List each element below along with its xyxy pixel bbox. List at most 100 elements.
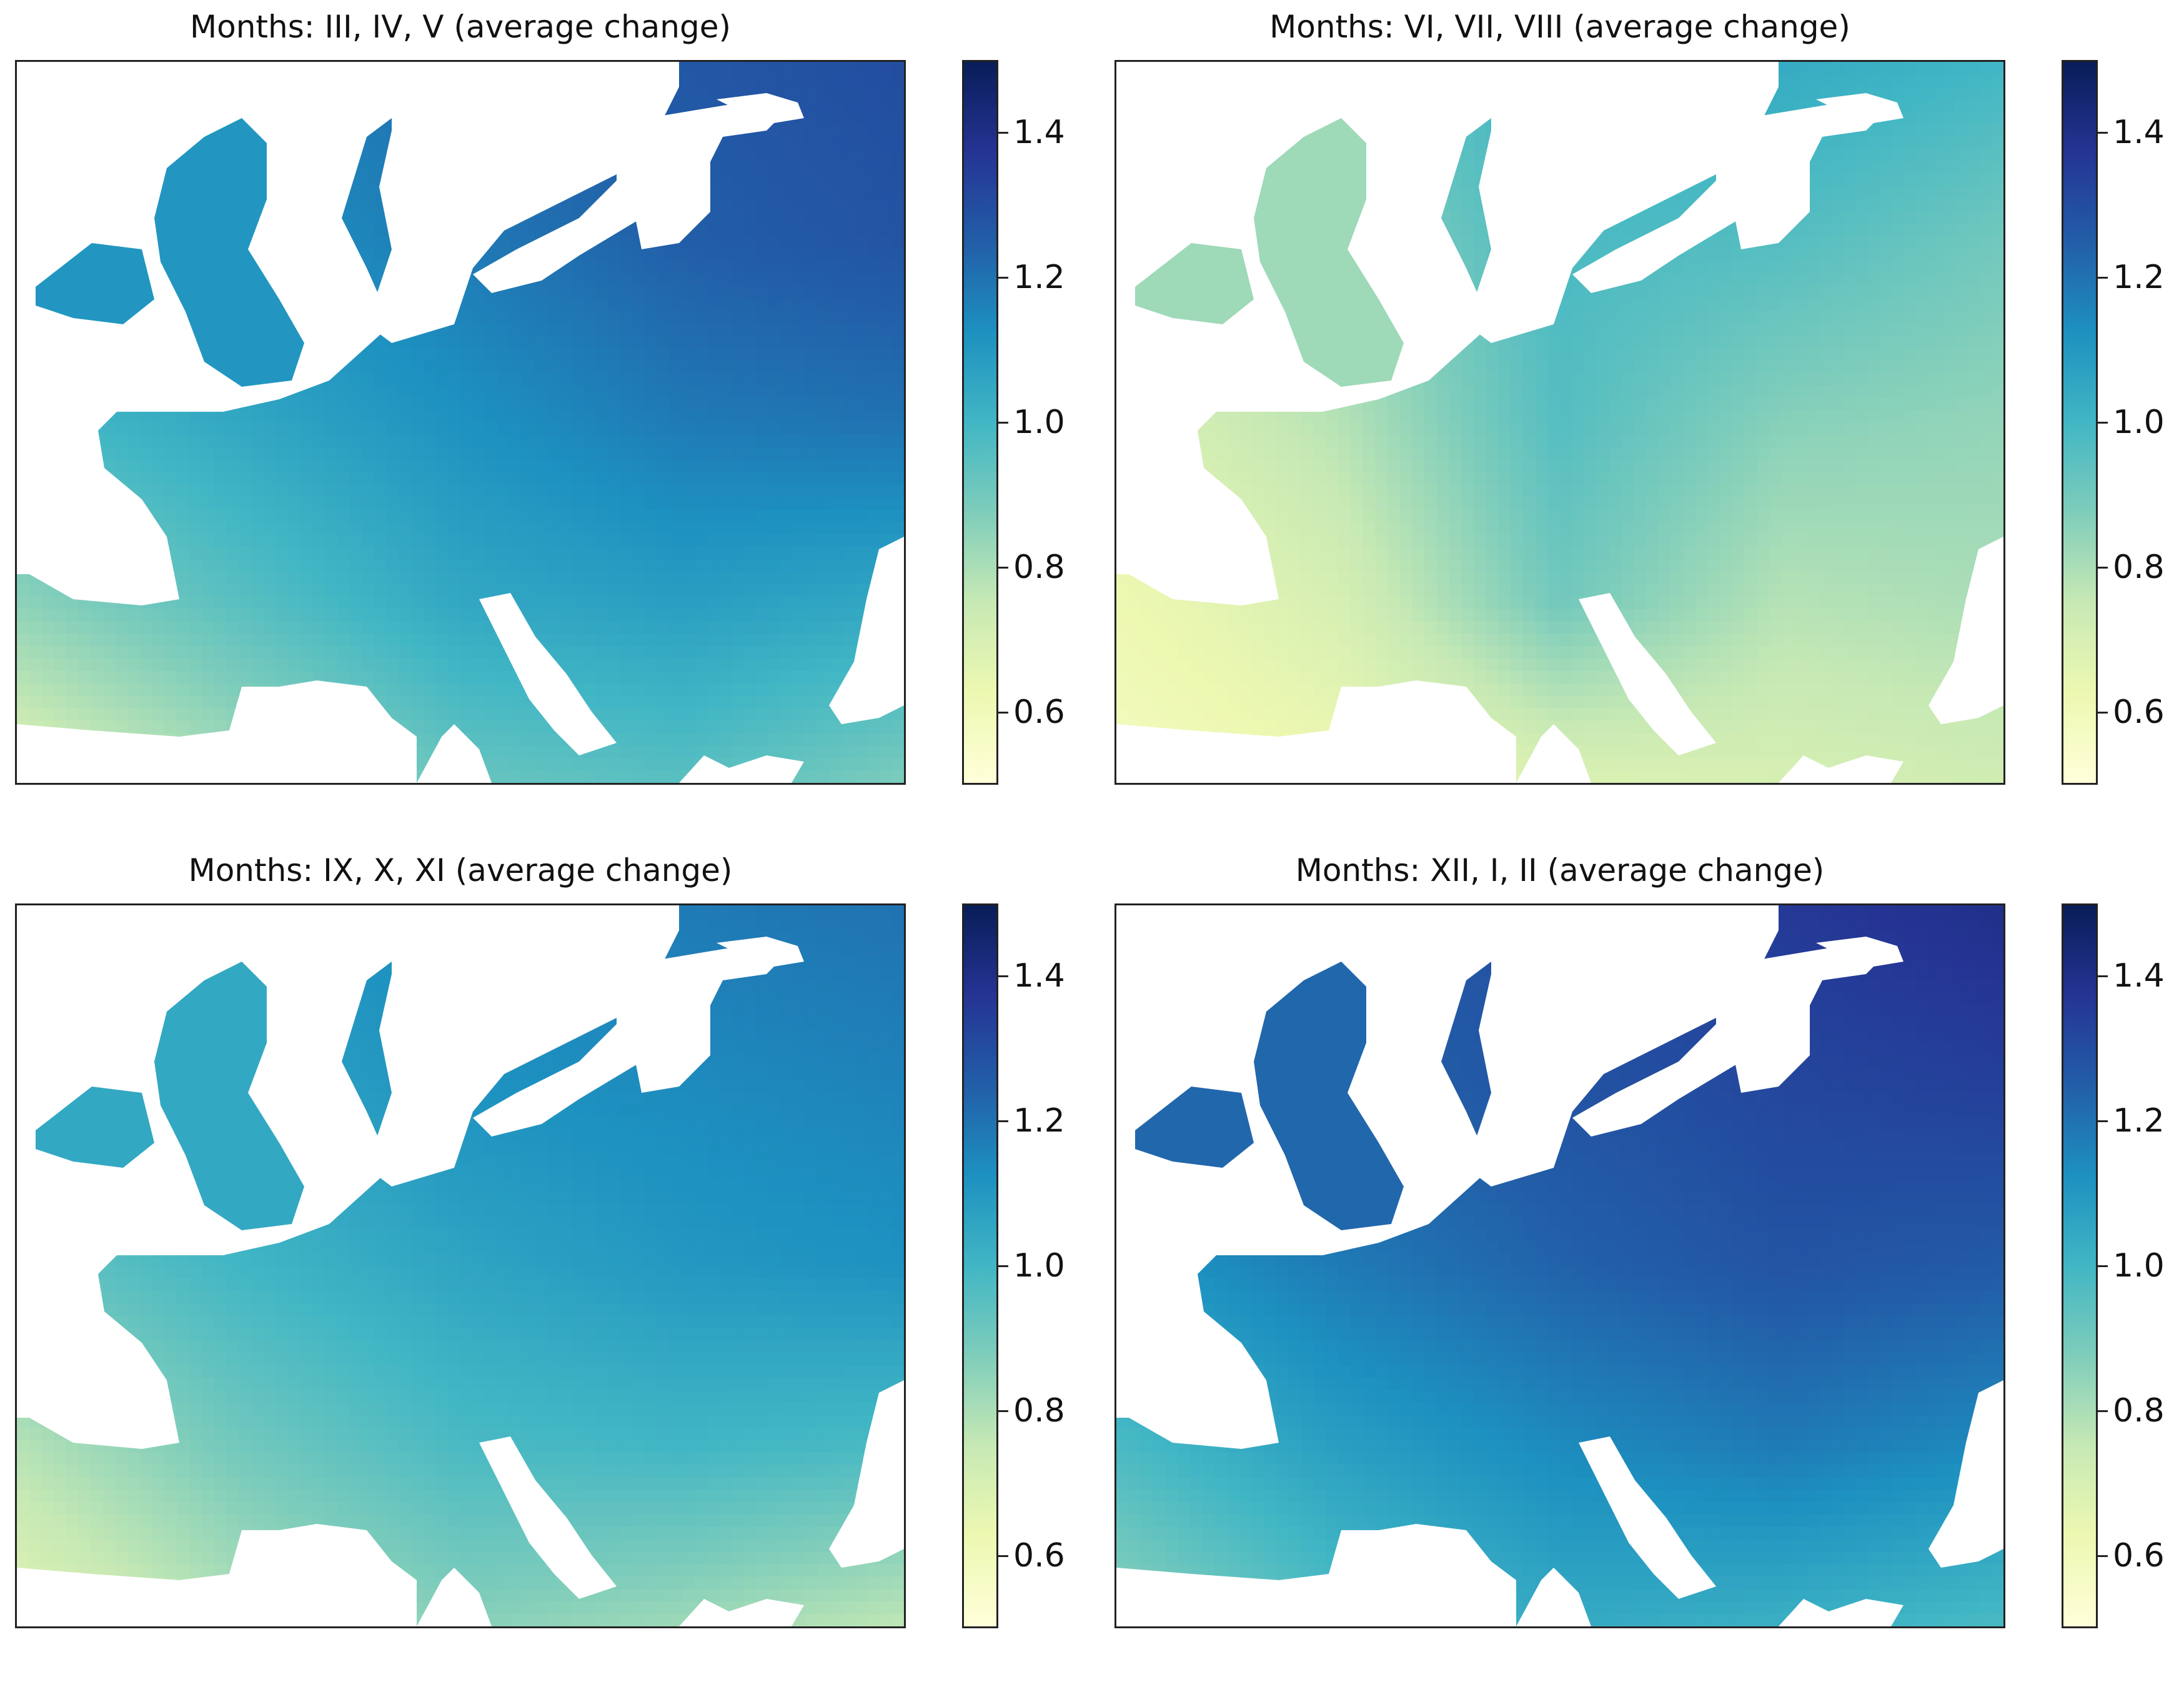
heatmap-cell (522, 322, 535, 336)
heatmap-cell (855, 447, 868, 460)
heatmap-cell (423, 497, 437, 510)
heatmap-cell (793, 223, 806, 237)
heatmap-cell (657, 261, 670, 274)
heatmap-cell (707, 322, 720, 336)
heatmap-cell (485, 659, 498, 672)
heatmap-cell (547, 372, 560, 386)
heatmap-cell (633, 646, 646, 659)
heatmap-cell (879, 422, 892, 435)
heatmap-cell (891, 86, 904, 100)
heatmap-cell (780, 273, 794, 286)
heatmap-cell (300, 434, 313, 448)
heatmap-cell (423, 634, 437, 647)
heatmap-cell (263, 410, 276, 423)
heatmap-cell (214, 459, 227, 473)
heatmap-cell (226, 646, 239, 659)
heatmap-cell (435, 708, 449, 722)
heatmap-cell (608, 497, 621, 510)
heatmap-cell (707, 646, 720, 659)
heatmap-cell (497, 434, 510, 448)
heatmap-cell (707, 683, 720, 697)
heatmap-cell (805, 136, 818, 149)
heatmap-cell (522, 484, 535, 497)
heatmap-cell (633, 758, 646, 771)
heatmap-cell (719, 546, 732, 560)
heatmap-cell (263, 509, 276, 522)
heatmap-cell (423, 695, 437, 709)
heatmap-cell (719, 720, 732, 734)
heatmap-cell (386, 385, 399, 398)
heatmap-cell (362, 584, 375, 597)
heatmap-cell (768, 484, 782, 497)
heatmap-cell (448, 335, 461, 349)
heatmap-cell (103, 720, 116, 734)
heatmap-cell (891, 385, 904, 398)
heatmap-cell (239, 621, 252, 634)
heatmap-cell (780, 124, 794, 137)
heatmap-cell (214, 621, 227, 634)
heatmap-cell (312, 559, 325, 572)
heatmap-cell (768, 273, 782, 286)
heatmap-cell (386, 634, 399, 647)
heatmap-cell (177, 659, 190, 672)
heatmap-cell (509, 695, 523, 709)
heatmap-cell (670, 534, 683, 547)
heatmap-cell (657, 683, 670, 697)
heatmap-cell (793, 186, 806, 199)
heatmap-cell (1954, 62, 1967, 75)
heatmap-cell (571, 484, 584, 497)
heatmap-cell (768, 659, 782, 672)
heatmap-cell (251, 497, 264, 510)
heatmap-cell (756, 261, 769, 274)
heatmap-cell (842, 261, 855, 274)
heatmap-cell (460, 559, 474, 572)
heatmap-cell (509, 347, 523, 361)
heatmap-cell (633, 459, 646, 473)
heatmap-cell (682, 385, 695, 398)
heatmap-cell (337, 497, 350, 510)
heatmap-cell (534, 609, 547, 622)
heatmap-cell (780, 86, 794, 100)
heatmap-cell (830, 720, 843, 734)
heatmap-cell (805, 174, 818, 187)
heatmap-cell (1954, 74, 1967, 87)
heatmap-cell (780, 434, 794, 448)
heatmap-cell (251, 670, 264, 684)
heatmap-cell (522, 434, 535, 448)
heatmap-cell (300, 596, 313, 610)
heatmap-cell (583, 372, 597, 386)
heatmap-cell (743, 695, 757, 709)
heatmap-cell (140, 447, 153, 460)
heatmap-cell (448, 347, 461, 361)
heatmap-cell (707, 397, 720, 411)
heatmap-cell (731, 646, 745, 659)
heatmap-cell (866, 497, 880, 510)
heatmap-cell (547, 596, 560, 610)
heatmap-cell (768, 211, 782, 224)
heatmap-cell (509, 434, 523, 448)
heatmap-cell (842, 335, 855, 349)
heatmap-cell (1917, 149, 1930, 162)
heatmap-cell (731, 385, 745, 398)
heatmap-cell (448, 646, 461, 659)
heatmap-cell (300, 609, 313, 622)
heatmap-cell (657, 758, 670, 771)
heatmap-cell (558, 397, 572, 411)
heatmap-cell (682, 559, 695, 572)
heatmap-cell (620, 670, 633, 684)
heatmap-cell (743, 670, 757, 684)
heatmap-cell (817, 335, 831, 349)
heatmap-cell (325, 509, 338, 522)
heatmap-cell (374, 261, 387, 274)
heatmap-cell (472, 708, 486, 722)
heatmap-cell (522, 298, 535, 311)
heatmap-cell (362, 634, 375, 647)
heatmap-cell (522, 310, 535, 324)
heatmap-cell (805, 111, 818, 125)
heatmap-cell (362, 596, 375, 610)
heatmap-cell (448, 621, 461, 634)
heatmap-cell (164, 634, 177, 647)
heatmap-cell (1954, 124, 1967, 137)
heatmap-cell (719, 211, 732, 224)
heatmap-cell (645, 273, 658, 286)
